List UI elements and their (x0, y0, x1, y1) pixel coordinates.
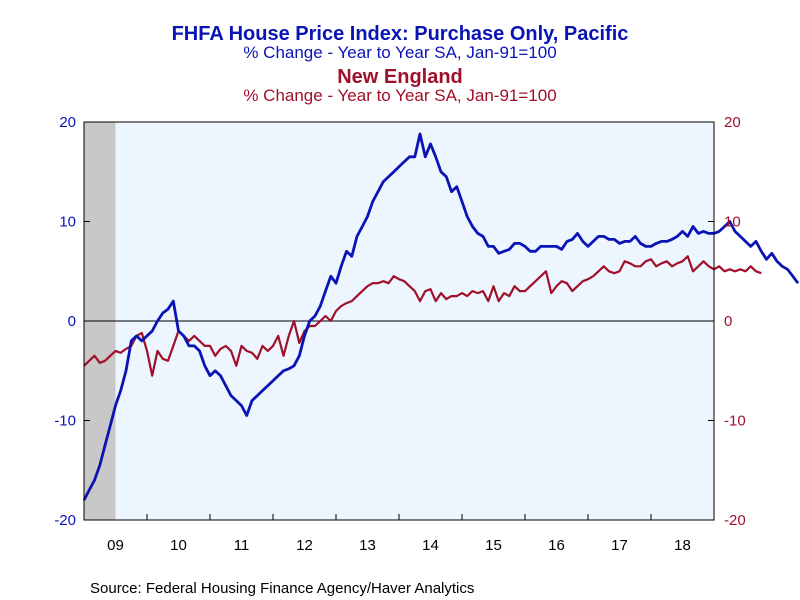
y-tick-label-left: -10 (54, 413, 76, 430)
x-tick-label: 14 (422, 537, 439, 554)
y-tick-label-left: 0 (68, 313, 76, 330)
y-tick-label-right: 0 (724, 313, 732, 330)
x-tick-label: 09 (107, 537, 124, 554)
y-tick-label-left: -20 (54, 512, 76, 529)
y-tick-label-right: -20 (724, 512, 746, 529)
chart-subtitle: % Change - Year to Year SA, Jan-91=100 (243, 43, 556, 62)
chart-subtitle-2: % Change - Year to Year SA, Jan-91=100 (243, 86, 556, 105)
y-tick-label-right: -10 (724, 413, 746, 430)
chart-title: FHFA House Price Index: Purchase Only, P… (172, 23, 629, 45)
y-tick-label-right: 10 (724, 214, 741, 231)
y-tick-label-right: 20 (724, 114, 741, 131)
x-tick-label: 15 (485, 537, 502, 554)
x-tick-label: 12 (296, 537, 313, 554)
x-tick-label: 16 (548, 537, 565, 554)
x-tick-label: 11 (234, 537, 250, 554)
y-tick-label-left: 10 (59, 214, 76, 231)
x-tick-label: 18 (674, 537, 691, 554)
y-tick-label-left: 20 (59, 114, 76, 131)
x-tick-label: 13 (359, 537, 376, 554)
x-tick-label: 10 (170, 537, 187, 554)
series-line-new-england (83, 255, 762, 377)
plot-frame (83, 121, 715, 521)
chart-title-2: New England (337, 66, 463, 88)
source-note: Source: Federal Housing Finance Agency/H… (90, 580, 474, 597)
series-line-pacific (82, 132, 800, 501)
x-tick-label: 17 (611, 537, 628, 554)
